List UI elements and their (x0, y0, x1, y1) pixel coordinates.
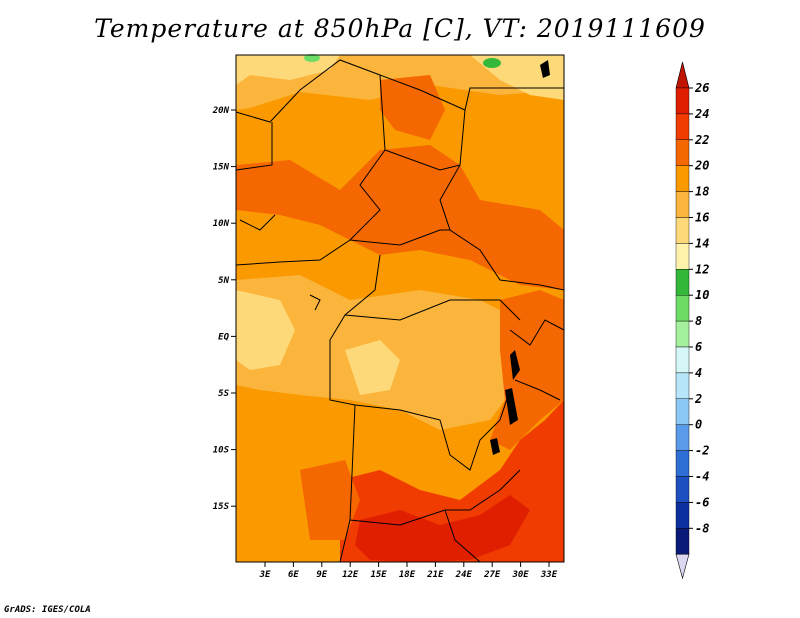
colorbar-label: 18 (695, 185, 709, 199)
colorbar-swatch (675, 165, 690, 192)
colorbar-label: 12 (695, 262, 709, 276)
colorbar-swatch (675, 113, 690, 141)
colorbar-swatch (675, 424, 690, 451)
colorbar-label: 16 (695, 211, 709, 225)
patch-cool-1 (304, 54, 320, 62)
colorbar-label: 0 (695, 418, 702, 432)
colorbar-label: 24 (694, 107, 709, 121)
lat-label: 5S (218, 389, 229, 399)
lon-label: 6E (288, 570, 299, 580)
colorbar-swatch (675, 528, 690, 555)
lat-label: 10N (213, 219, 230, 229)
colorbar-swatch (675, 217, 690, 244)
colorbar-swatch (675, 243, 690, 270)
colorbar-label: 26 (694, 81, 709, 95)
lat-label: EQ (218, 332, 229, 342)
colorbar-swatch (675, 502, 690, 529)
lat-label: 15S (213, 502, 230, 512)
colorbar-label: 10 (695, 288, 709, 302)
lon-label: 18E (399, 570, 416, 580)
lon-label: 24E (455, 570, 473, 580)
colorbar-swatch (675, 139, 690, 166)
country-borders (235, 59, 565, 563)
colorbar-swatch (675, 269, 690, 296)
region-central-light (345, 340, 400, 395)
colorbar-label: 22 (694, 133, 709, 147)
region-atlantic-coast (236, 290, 295, 370)
colorbar-label: -4 (695, 470, 709, 484)
colorbar-label: -8 (695, 521, 709, 535)
lon-label: 27E (483, 570, 501, 580)
lat-label: 20N (212, 106, 230, 116)
colorbar-swatch (675, 346, 690, 374)
lon-label: 12E (342, 570, 359, 580)
colorbar-label: 6 (695, 340, 702, 354)
colorbar-swatch (675, 295, 690, 322)
colorbar-label: -6 (695, 495, 709, 509)
colorbar-swatch (675, 372, 690, 399)
colorbar-bottom-arrow (675, 553, 690, 580)
colorbar-swatch (675, 87, 690, 115)
temperature-map (235, 54, 565, 563)
lat-label: 10S (213, 446, 230, 456)
region-west-south-warm (300, 460, 360, 540)
lat-label: 15N (213, 163, 230, 173)
colorbar-swatch (675, 450, 690, 477)
region-north-warm (380, 75, 445, 140)
lat-label: 5N (218, 276, 229, 286)
colorbar-swatch (675, 398, 690, 425)
colorbar-label: 2 (694, 392, 702, 406)
lon-label: 3E (259, 570, 271, 580)
latitude-axis: 20N 15N 10N 5N EQ 5S 10S 15S (212, 106, 236, 512)
lon-label: 30E (511, 570, 529, 580)
colorbar-swatch (675, 320, 690, 348)
region-sahara-light (236, 55, 340, 85)
chart-title: Temperature at 850hPa [C], VT: 201911160… (94, 14, 706, 43)
colorbar-label: 4 (695, 366, 702, 380)
footer-text: GrADS: IGES/COLA (4, 605, 91, 615)
lon-label: 15E (370, 570, 387, 580)
region-hot-core (355, 495, 530, 562)
lon-label: 9E (316, 570, 327, 580)
colorbar-label: -2 (695, 444, 709, 458)
longitude-axis: 3E 6E 9E 12E 15E 18E 21E 24E 27E 30E 33E (259, 562, 558, 580)
colorbar-label: 20 (694, 159, 709, 173)
colorbar-top-arrow (675, 61, 690, 89)
lon-label: 21E (426, 570, 444, 580)
colorbar-swatch (675, 476, 690, 503)
colorbar-label: 14 (695, 236, 709, 250)
map-frame (235, 54, 565, 563)
lakes (490, 60, 550, 455)
colorbar-label: 8 (695, 314, 702, 328)
lon-label: 33E (540, 570, 558, 580)
colorbar-swatch (675, 191, 690, 218)
patch-cool-2 (483, 58, 501, 68)
